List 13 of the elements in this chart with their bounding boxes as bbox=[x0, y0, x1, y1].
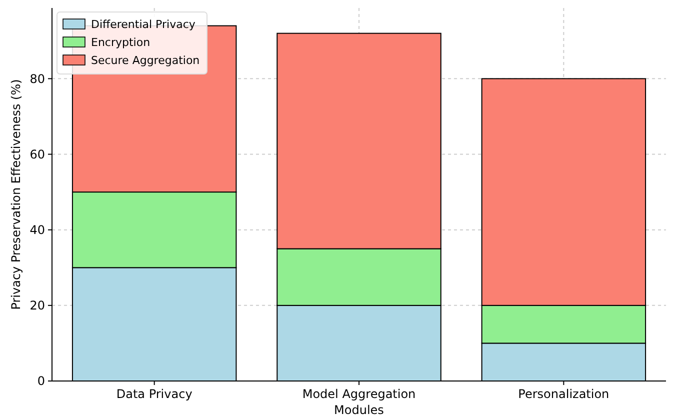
legend-label: Encryption bbox=[91, 36, 150, 49]
x-tick-label: Model Aggregation bbox=[302, 387, 416, 401]
y-tick-label: 80 bbox=[30, 72, 45, 86]
legend-label: Secure Aggregation bbox=[91, 54, 200, 67]
y-tick-label: 40 bbox=[30, 223, 45, 238]
x-tick-label: Data Privacy bbox=[116, 387, 192, 401]
y-axis-title: Privacy Preservation Effectiveness (%) bbox=[9, 79, 23, 310]
y-tick-label: 20 bbox=[30, 298, 45, 313]
y-tick-label: 0 bbox=[37, 374, 45, 388]
y-tick-label: 60 bbox=[30, 147, 45, 162]
x-axis-title: Modules bbox=[334, 403, 384, 417]
x-tick-label: Personalization bbox=[518, 387, 610, 401]
legend-label: Differential Privacy bbox=[91, 18, 196, 31]
